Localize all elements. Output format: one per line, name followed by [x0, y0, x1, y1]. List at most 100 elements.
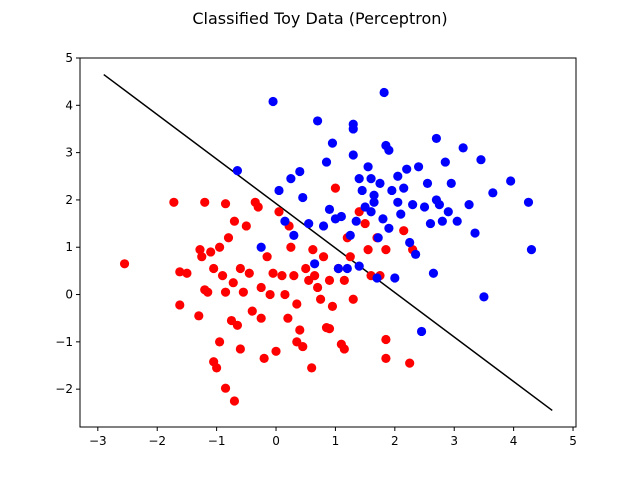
data-point-blue — [422, 178, 433, 188]
axes-frame — [79, 57, 577, 428]
x-tick-label: −2 — [148, 434, 166, 448]
data-point-red — [220, 287, 231, 297]
data-point-red — [200, 197, 210, 207]
data-point-blue — [286, 174, 296, 184]
data-point-red — [214, 337, 225, 347]
data-point-red — [405, 358, 415, 368]
y-tick-label: −2 — [55, 382, 73, 396]
data-point-red — [310, 271, 320, 281]
data-point-blue — [336, 211, 346, 222]
data-point-blue — [446, 178, 456, 188]
data-point-red — [175, 300, 185, 310]
data-point-blue — [470, 228, 480, 238]
data-point-blue — [431, 133, 442, 144]
x-tick-label: 4 — [510, 434, 518, 448]
data-point-blue — [369, 197, 379, 207]
data-point-red — [217, 271, 228, 281]
y-tick-label: 4 — [65, 98, 73, 112]
data-point-blue — [411, 249, 421, 259]
data-point-red — [238, 287, 248, 297]
y-tick-label: 2 — [65, 193, 73, 207]
data-point-blue — [408, 200, 418, 210]
data-point-red — [292, 337, 302, 347]
data-point-red — [214, 242, 225, 252]
decision-boundary-layer — [103, 73, 553, 412]
data-point-blue — [348, 124, 358, 134]
data-point-red — [209, 263, 219, 274]
data-point-red — [268, 268, 278, 278]
data-point-red — [229, 396, 240, 406]
data-point-blue — [357, 185, 367, 196]
data-point-red — [271, 346, 281, 356]
data-point-blue — [310, 259, 320, 269]
data-point-blue — [428, 268, 439, 278]
data-point-red — [345, 252, 355, 262]
data-point-blue — [280, 216, 290, 226]
data-point-blue — [342, 263, 352, 274]
data-point-red — [277, 271, 287, 281]
data-point-blue — [476, 155, 486, 165]
data-point-blue — [379, 87, 389, 98]
data-point-blue — [289, 230, 299, 241]
y-tick-label: −1 — [55, 335, 73, 349]
data-point-blue — [318, 221, 329, 231]
data-point-red — [330, 183, 341, 193]
data-point-red — [295, 325, 305, 335]
data-point-blue — [378, 214, 388, 224]
data-point-red — [283, 313, 293, 323]
data-point-blue — [333, 263, 343, 274]
data-point-blue — [416, 326, 427, 337]
data-point-red — [286, 242, 296, 252]
data-point-blue — [327, 138, 338, 148]
data-point-red — [318, 252, 329, 262]
data-point-red — [253, 202, 263, 212]
data-point-red — [206, 247, 216, 257]
data-point-blue — [464, 200, 474, 210]
data-point-red — [235, 263, 245, 274]
x-axis: −3 −2 −1 0 1 2 3 4 5 — [89, 427, 577, 448]
data-point-blue — [304, 218, 314, 229]
data-point-red — [220, 383, 231, 393]
data-point-red — [169, 197, 179, 207]
data-point-red — [228, 278, 238, 288]
data-point-blue — [399, 183, 409, 193]
data-point-red — [292, 299, 302, 309]
data-point-red — [223, 233, 234, 243]
y-axis: −2 −1 0 1 2 3 4 5 — [55, 51, 80, 396]
data-point-red — [339, 275, 349, 285]
data-point-red — [241, 221, 251, 231]
decision-boundary-line — [103, 73, 553, 412]
x-tick-label: −1 — [208, 434, 226, 448]
data-point-red — [194, 311, 204, 321]
points-layer — [119, 87, 537, 406]
data-point-blue — [256, 242, 266, 252]
x-tick-label: 3 — [450, 434, 458, 448]
data-point-blue — [479, 292, 489, 302]
data-point-red — [197, 252, 207, 262]
y-tick-label: 3 — [65, 146, 73, 160]
data-point-blue — [351, 216, 361, 226]
x-tick-label: 1 — [332, 434, 340, 448]
data-point-red — [399, 226, 409, 236]
y-tick-label: 5 — [65, 51, 73, 65]
data-point-blue — [396, 209, 406, 219]
data-point-blue — [393, 197, 403, 207]
data-point-blue — [431, 195, 442, 205]
data-point-red — [259, 353, 269, 364]
data-point-red — [381, 353, 391, 364]
data-point-blue — [274, 185, 284, 196]
data-point-blue — [268, 96, 278, 107]
data-point-blue — [506, 176, 516, 186]
data-point-blue — [295, 166, 305, 177]
data-point-blue — [375, 178, 385, 188]
data-point-red — [381, 244, 391, 255]
data-point-blue — [402, 164, 412, 174]
data-point-blue — [354, 261, 364, 271]
data-point-red — [256, 282, 266, 293]
data-point-blue — [298, 192, 308, 203]
data-point-red — [289, 271, 299, 281]
data-point-blue — [526, 244, 537, 255]
x-tick-label: −3 — [89, 434, 107, 448]
data-point-red — [327, 301, 338, 311]
data-point-red — [220, 199, 231, 209]
